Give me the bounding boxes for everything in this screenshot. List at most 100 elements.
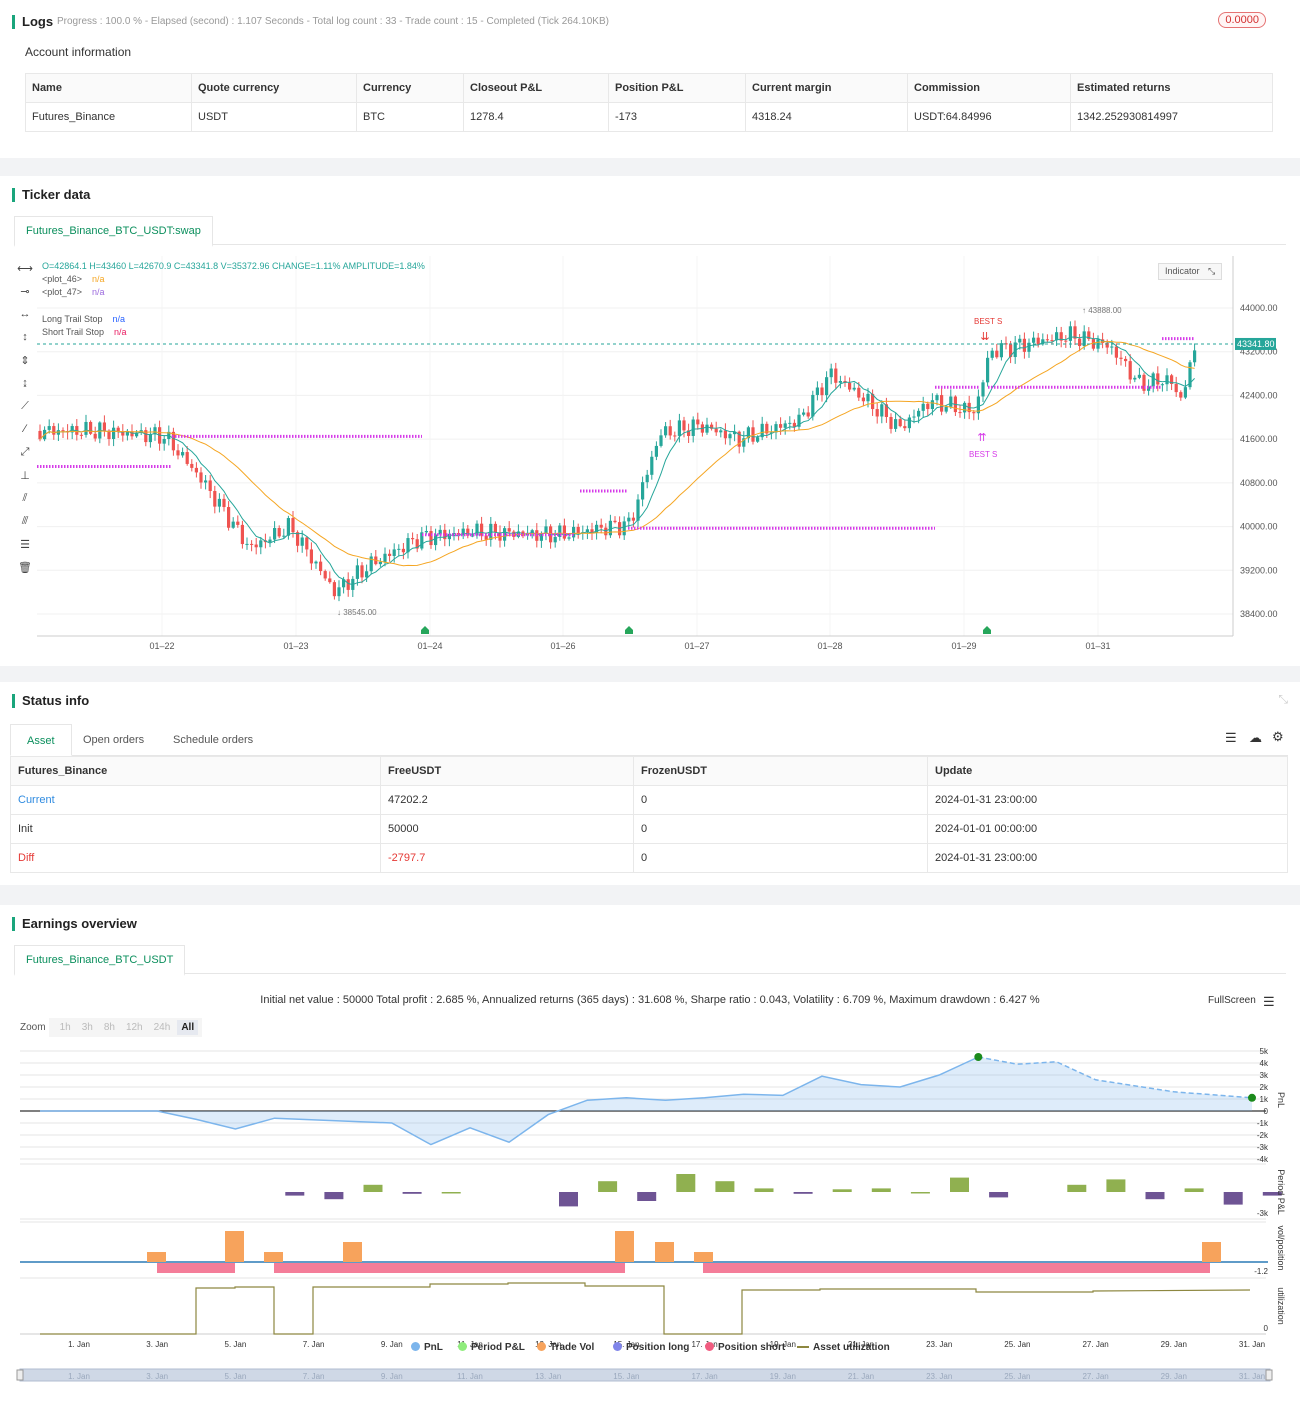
candle: [378, 557, 382, 567]
candle: [972, 410, 976, 421]
candle: [1165, 368, 1169, 392]
arrow-line-icon[interactable]: ↨: [22, 377, 28, 389]
zoom-option-1h[interactable]: 1h: [55, 1020, 75, 1035]
earnings-title: Earnings overview: [12, 917, 137, 931]
cross-line-icon[interactable]: ⇕: [20, 355, 30, 367]
candle: [677, 413, 681, 443]
candle-body: [332, 582, 336, 597]
fib-retracement-icon[interactable]: ☰: [20, 539, 30, 551]
candle: [89, 420, 93, 436]
ray-icon[interactable]: ↔: [19, 308, 31, 320]
extended-line-icon[interactable]: ⤢: [20, 446, 30, 458]
trade-vol-bar: [343, 1242, 362, 1262]
trash-icon[interactable]: 🗑: [18, 562, 32, 574]
date-tick-label: 29. Jan: [1161, 1340, 1187, 1349]
candle-body: [125, 431, 129, 436]
trade-vol-bar: [147, 1252, 166, 1262]
candle-body: [217, 498, 221, 507]
candle: [185, 446, 189, 466]
tab-open-orders[interactable]: Open orders: [83, 734, 145, 746]
candle-body: [291, 518, 295, 533]
legend-swatch: [613, 1342, 622, 1351]
candle: [447, 529, 451, 547]
candle: [880, 400, 884, 424]
expand-icon[interactable]: ⤡: [1208, 266, 1216, 276]
zoom-option-24h[interactable]: 24h: [149, 1020, 175, 1035]
legend-item-asset-utilization[interactable]: Asset utilization: [797, 1342, 890, 1353]
candle-body: [1105, 342, 1109, 348]
legend-item-position-long[interactable]: Position long: [613, 1342, 689, 1353]
list-icon[interactable]: ☰: [1225, 730, 1237, 745]
legend-item-trade-vol[interactable]: Trade Vol: [537, 1342, 594, 1353]
account-table: Name Quote currency Currency Closeout P&L Po…: [25, 73, 1273, 132]
candle-body: [871, 393, 875, 410]
legend-item-position-short[interactable]: Position short: [705, 1342, 785, 1353]
tab-schedule-orders[interactable]: Schedule orders: [173, 734, 254, 746]
candle-body: [38, 430, 42, 440]
candle: [986, 350, 990, 387]
cloud-download-icon[interactable]: ☁: [1249, 730, 1262, 745]
candle: [544, 519, 548, 541]
fast-ma-line: [39, 336, 1195, 586]
tab-ticker-symbol[interactable]: Futures_Binance_BTC_USDT:swap: [14, 216, 213, 247]
candlestick-chart: 44000.00 43200.00 42400.00 41600.00 40800.00…: [37, 256, 1278, 651]
legend-label: Position short: [718, 1342, 786, 1353]
candle: [217, 493, 221, 513]
navigator-tick-label: 15. Jan: [613, 1372, 639, 1381]
candle-body: [986, 357, 990, 383]
candle-body: [825, 377, 829, 396]
navigator-tick-label: 21. Jan: [848, 1372, 874, 1381]
candle-body: [240, 524, 244, 545]
candle-body: [907, 417, 911, 429]
indicator-button[interactable]: Indicator ⤡: [1158, 263, 1223, 280]
candle-body: [567, 537, 571, 539]
pnl-tick-label: 0: [1264, 1107, 1269, 1116]
candle-body: [254, 544, 258, 548]
collapse-icon[interactable]: ⤡: [1278, 692, 1288, 706]
candle: [268, 536, 272, 548]
zoom-option-All[interactable]: All: [177, 1020, 199, 1035]
legend-item-period-p-l[interactable]: Period P&L: [458, 1342, 525, 1353]
legend-swatch: [458, 1342, 467, 1351]
trade-vol-bar: [615, 1231, 634, 1262]
date-tick-label: 21. Jan: [848, 1340, 874, 1349]
candle-body: [171, 431, 175, 451]
vertical-line-icon[interactable]: ↕: [22, 331, 28, 343]
candle-body: [944, 406, 948, 412]
crosshair-icon[interactable]: ⟷: [17, 263, 33, 275]
column-header: Update: [927, 756, 1288, 786]
zoom-option-8h[interactable]: 8h: [99, 1020, 119, 1035]
menu-icon[interactable]: ☰: [1263, 994, 1275, 1009]
settings-icon[interactable]: ⚙: [1272, 729, 1284, 744]
legend-swatch: [537, 1342, 546, 1351]
candle-body: [337, 587, 341, 597]
candle: [576, 523, 580, 539]
navigator-tick-label: 11. Jan: [457, 1372, 483, 1381]
price-range-icon[interactable]: ⊥: [20, 470, 30, 482]
trend-angle-icon[interactable]: ∕: [24, 423, 26, 435]
table-cell: USDT: [191, 102, 357, 132]
candle-body: [861, 397, 865, 402]
zoom-option-3h[interactable]: 3h: [77, 1020, 97, 1035]
last-pnl-marker: [1248, 1093, 1256, 1102]
legend-item-pnl[interactable]: PnL: [411, 1342, 443, 1353]
horizontal-line-icon[interactable]: ⊸: [20, 286, 30, 298]
legend-value: n/a: [112, 314, 126, 324]
zoom-option-12h[interactable]: 12h: [121, 1020, 147, 1035]
parallel-channel-icon[interactable]: ⫽: [22, 492, 28, 504]
candle-body: [388, 553, 392, 556]
trend-line-icon[interactable]: ⟋: [21, 400, 29, 412]
pitchfork-icon[interactable]: ⫻: [21, 515, 29, 527]
candle: [990, 347, 994, 361]
fullscreen-button[interactable]: FullScreen: [1208, 995, 1256, 1006]
table-cell: 2024-01-01 00:00:00: [927, 814, 1288, 844]
legend-item: Long Trail Stop n/a: [42, 314, 125, 324]
candle-body: [1170, 375, 1174, 384]
candle-body: [719, 430, 723, 433]
candle: [411, 532, 415, 545]
candle-body: [89, 421, 93, 434]
candle: [1087, 327, 1091, 342]
tab-earnings-symbol[interactable]: Futures_Binance_BTC_USDT: [14, 945, 186, 976]
tab-asset[interactable]: Asset: [10, 724, 72, 756]
candle: [1078, 334, 1082, 352]
